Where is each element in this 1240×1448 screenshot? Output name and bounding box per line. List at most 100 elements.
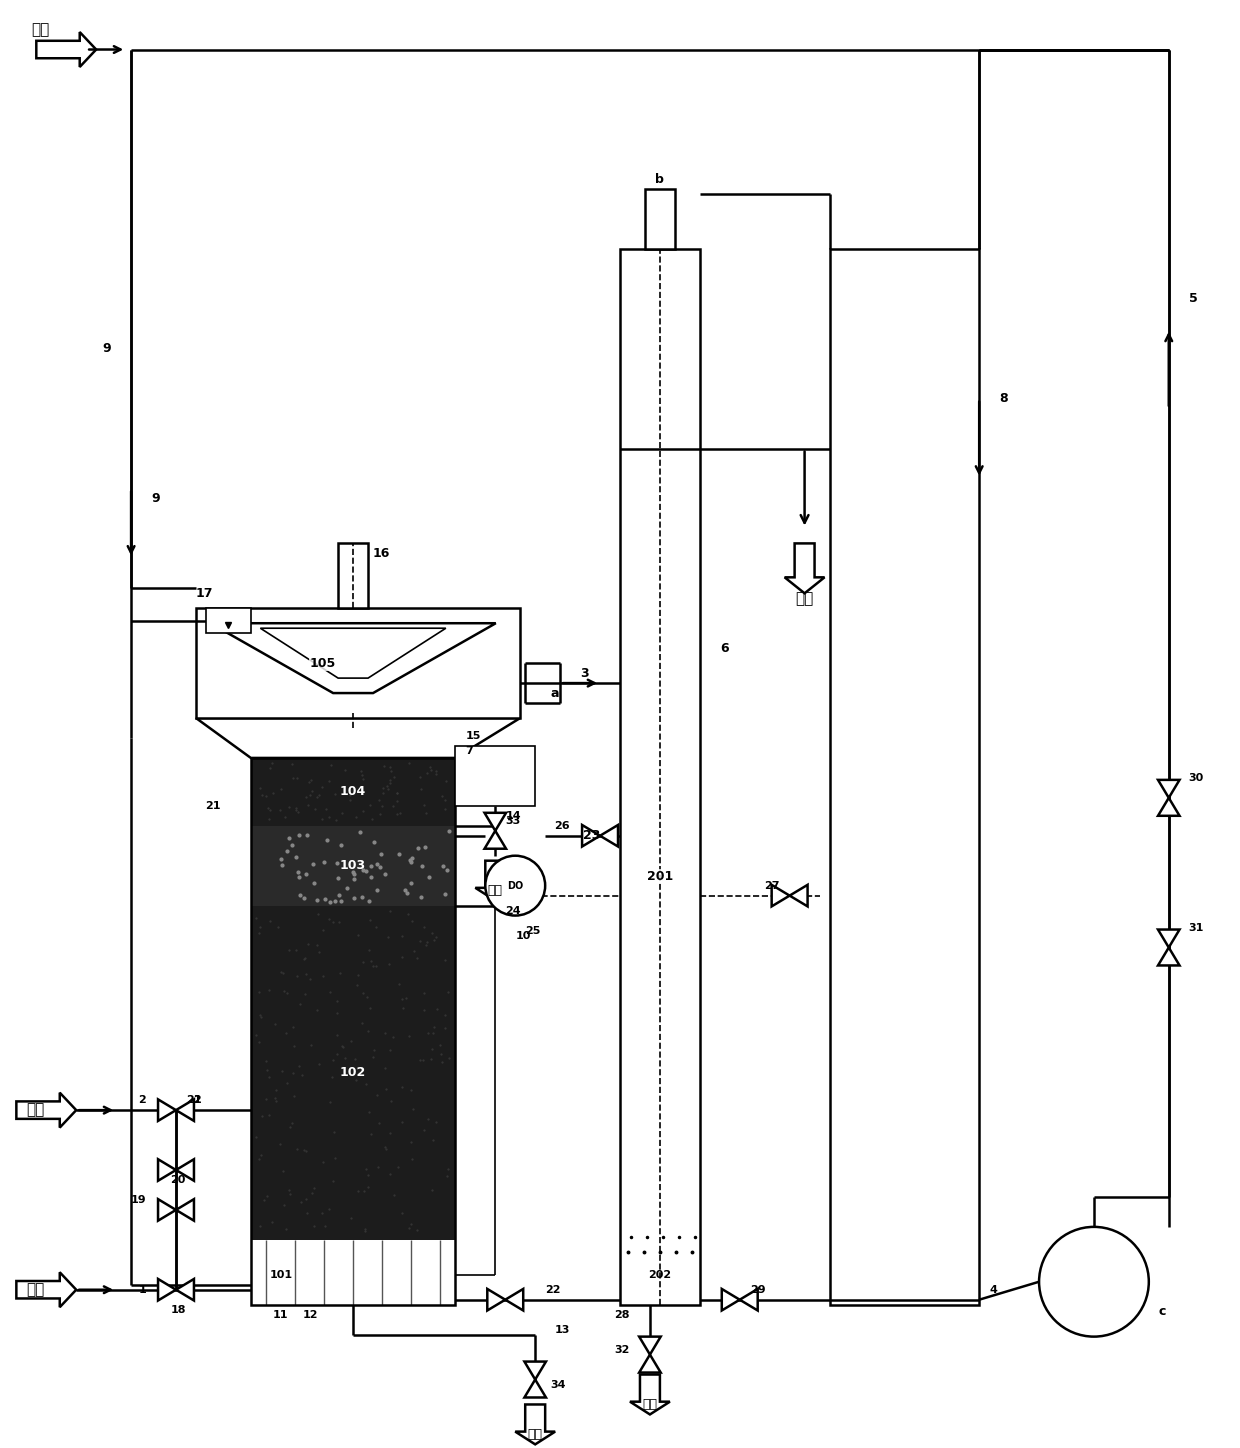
Polygon shape <box>485 831 506 849</box>
Text: 供风: 供风 <box>31 22 50 38</box>
Text: b: b <box>656 172 665 185</box>
Polygon shape <box>157 1199 176 1221</box>
Text: 30: 30 <box>1189 773 1204 783</box>
Bar <box>250 757 455 825</box>
Text: 31: 31 <box>1189 922 1204 933</box>
Text: 出水: 出水 <box>796 591 813 605</box>
Polygon shape <box>176 1160 193 1180</box>
Bar <box>196 608 521 718</box>
Text: 13: 13 <box>556 1325 570 1335</box>
Text: 排泥: 排泥 <box>487 885 502 898</box>
Text: 废水: 废水 <box>26 1283 45 1297</box>
Text: 102: 102 <box>340 1066 366 1079</box>
Polygon shape <box>525 1361 546 1380</box>
Polygon shape <box>600 825 618 847</box>
Polygon shape <box>176 1099 193 1121</box>
Text: 28: 28 <box>615 1309 630 1319</box>
Bar <box>250 825 455 905</box>
Polygon shape <box>722 1289 740 1310</box>
Polygon shape <box>630 1374 670 1415</box>
Polygon shape <box>1158 930 1179 947</box>
Bar <box>250 757 455 1305</box>
Polygon shape <box>582 825 600 847</box>
Polygon shape <box>1158 798 1179 815</box>
Text: 19: 19 <box>130 1195 146 1205</box>
Text: 4: 4 <box>990 1284 997 1295</box>
Polygon shape <box>196 718 521 757</box>
Polygon shape <box>740 1289 758 1310</box>
Text: 14: 14 <box>505 811 521 821</box>
Text: 2: 2 <box>193 1095 201 1105</box>
Polygon shape <box>157 1279 176 1300</box>
Text: 碳源: 碳源 <box>26 1102 45 1118</box>
Text: 1: 1 <box>139 1284 146 1295</box>
Text: a: a <box>551 686 559 699</box>
Text: 29: 29 <box>750 1284 765 1295</box>
Polygon shape <box>771 885 790 906</box>
Text: 10: 10 <box>516 931 531 941</box>
Text: DO: DO <box>507 880 523 891</box>
Circle shape <box>1039 1226 1148 1337</box>
Polygon shape <box>785 543 825 594</box>
Polygon shape <box>790 885 807 906</box>
Text: 34: 34 <box>551 1380 565 1390</box>
Polygon shape <box>475 860 516 901</box>
Text: 17: 17 <box>196 586 213 599</box>
Text: 15: 15 <box>465 731 481 741</box>
Circle shape <box>485 856 546 915</box>
Polygon shape <box>505 1289 523 1310</box>
Bar <box>250 905 455 1239</box>
Text: 9: 9 <box>103 342 112 355</box>
Text: 排泥: 排泥 <box>642 1397 657 1410</box>
Polygon shape <box>516 1405 556 1445</box>
Text: 7: 7 <box>465 746 474 756</box>
Text: 202: 202 <box>649 1270 672 1280</box>
Text: 9: 9 <box>151 492 160 505</box>
Text: 33: 33 <box>505 815 521 825</box>
Text: 27: 27 <box>764 880 780 891</box>
Polygon shape <box>639 1354 661 1373</box>
Text: 23: 23 <box>583 830 600 843</box>
Text: 26: 26 <box>554 821 570 831</box>
Text: 22: 22 <box>546 1284 560 1295</box>
Text: 25: 25 <box>526 925 541 935</box>
Text: 18: 18 <box>170 1305 186 1315</box>
Text: c: c <box>1159 1305 1166 1318</box>
Polygon shape <box>639 1337 661 1354</box>
Text: 201: 201 <box>647 870 673 883</box>
Text: 3: 3 <box>580 666 589 679</box>
Polygon shape <box>36 32 97 67</box>
Text: 20: 20 <box>171 1174 186 1184</box>
Text: 6: 6 <box>719 641 728 654</box>
Bar <box>455 746 536 807</box>
Polygon shape <box>157 1160 176 1180</box>
Text: 2: 2 <box>139 1095 146 1105</box>
Polygon shape <box>176 1199 193 1221</box>
Text: 排泥: 排泥 <box>528 1428 543 1441</box>
Polygon shape <box>176 1279 193 1300</box>
Polygon shape <box>1158 947 1179 966</box>
Polygon shape <box>16 1093 76 1128</box>
Text: 11: 11 <box>273 1309 289 1319</box>
Polygon shape <box>211 623 496 694</box>
Bar <box>620 249 699 1305</box>
Text: 5: 5 <box>1189 292 1198 306</box>
Polygon shape <box>16 1273 76 1308</box>
Text: 24: 24 <box>505 905 521 915</box>
Polygon shape <box>260 628 446 678</box>
Polygon shape <box>487 1289 505 1310</box>
Polygon shape <box>1158 780 1179 798</box>
Text: 21: 21 <box>206 801 221 811</box>
Polygon shape <box>485 812 506 831</box>
Text: 12: 12 <box>303 1309 319 1319</box>
Bar <box>339 543 368 608</box>
Bar <box>206 608 250 633</box>
Text: 104: 104 <box>340 785 366 798</box>
Polygon shape <box>157 1099 176 1121</box>
Bar <box>645 190 675 249</box>
Text: 103: 103 <box>340 859 366 872</box>
Text: 101: 101 <box>269 1270 293 1280</box>
Text: 32: 32 <box>615 1345 630 1354</box>
Text: 16: 16 <box>373 547 391 560</box>
Bar <box>830 249 980 1305</box>
